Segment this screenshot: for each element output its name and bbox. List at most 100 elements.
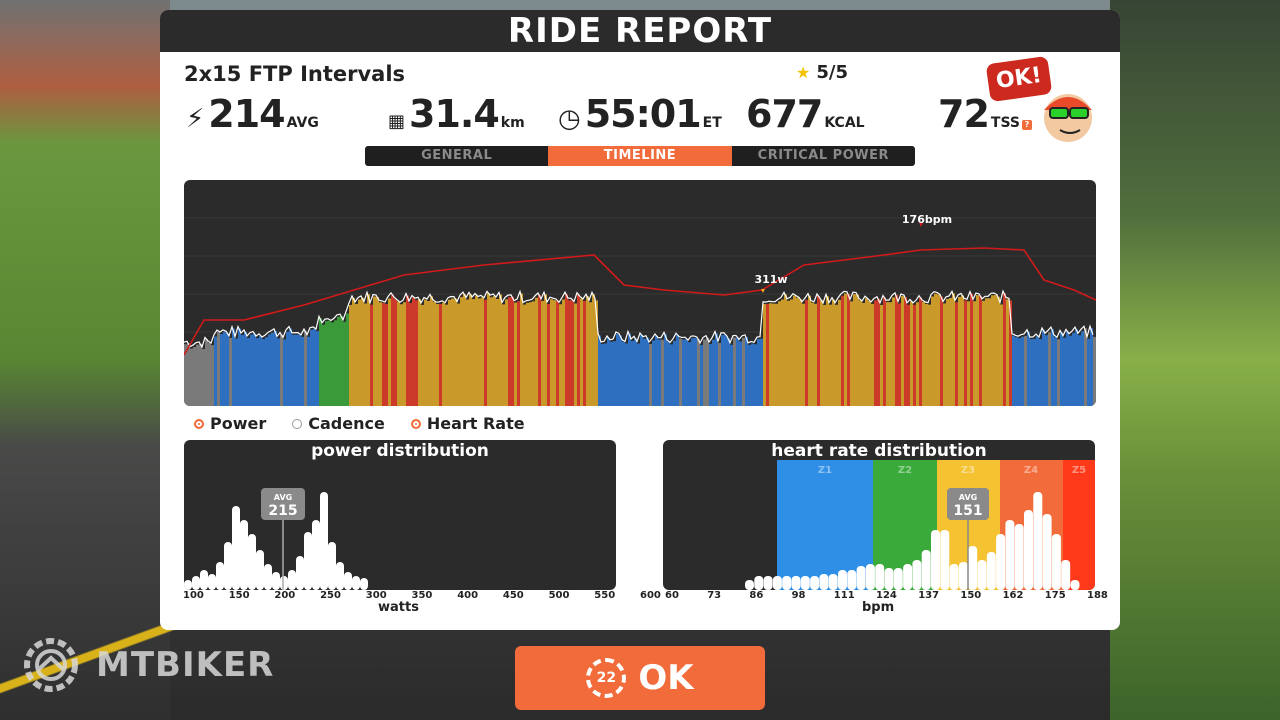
timeline-power-bar: [292, 334, 295, 406]
countdown-timer: 22: [586, 658, 627, 698]
timeline-power-bar: [1084, 328, 1087, 406]
power-tick-label: 600: [640, 590, 661, 601]
timeline-power-bar: [745, 336, 748, 406]
tss-help-icon[interactable]: ?: [1021, 120, 1032, 130]
zone-z3-label: Z3: [961, 465, 975, 476]
timeline-power-bar: [244, 331, 247, 406]
power-tick-label: 200: [274, 590, 296, 601]
stat-energy: 677 KCAL: [746, 92, 865, 136]
timeline-power-bar: [940, 296, 943, 406]
timeline-power-bar: [619, 335, 622, 406]
hr-tick-label: 124: [876, 590, 897, 601]
timeline-power-bar: [790, 299, 793, 406]
timeline-power-bar: [1060, 332, 1063, 406]
timeline-power-bar: [778, 301, 781, 406]
timeline-power-bar: [1057, 339, 1060, 406]
timeline-power-bar: [490, 297, 493, 406]
heart-rate-distribution-bar: [791, 576, 801, 590]
timeline-power-bar: [184, 344, 187, 406]
timeline-power-bar: [844, 293, 847, 406]
timeline-power-bar: [754, 344, 757, 406]
timeline-power-bar: [853, 294, 856, 406]
timeline-svg: 176bpm 311w: [184, 213, 1096, 406]
timeline-power-bar: [655, 335, 658, 406]
stat-tss: 72 TSS ?: [938, 92, 1032, 136]
timeline-power-bar: [271, 332, 274, 406]
timeline-power-bar: [316, 331, 319, 406]
heart-rate-distribution-bar: [1005, 520, 1015, 590]
time-value: 55:01: [584, 92, 702, 136]
tab-timeline[interactable]: TIMELINE: [548, 146, 732, 166]
power-tick-label: 350: [411, 590, 433, 601]
legend-power[interactable]: Power: [194, 414, 266, 433]
power-distribution-bar: [360, 578, 368, 590]
hr-tick-label: 86: [749, 590, 764, 601]
timeline-power-bar: [772, 303, 775, 406]
legend-cadence[interactable]: Cadence: [292, 414, 385, 433]
hr-tick-label: 150: [960, 590, 982, 601]
timeline-power-bar: [382, 302, 385, 406]
timeline-power-bar: [364, 303, 367, 406]
timeline-power-bar: [895, 294, 898, 406]
timeline-power-bar: [865, 298, 868, 406]
timeline-power-bar: [793, 295, 796, 406]
timeline-power-bar: [571, 300, 574, 406]
legend-heart-rate[interactable]: Heart Rate: [410, 414, 525, 433]
heart-rate-distribution-bar: [838, 570, 847, 590]
timeline-power-bar: [283, 339, 286, 406]
power-distribution-bar: [288, 570, 296, 590]
timeline-power-bar: [307, 336, 310, 406]
timeline-power-bar: [373, 296, 376, 406]
hr-tick-label: 137: [918, 590, 940, 601]
timeline-power-bar: [1012, 335, 1015, 406]
timeline-power-bar: [958, 296, 961, 406]
timeline-power-bar: [685, 339, 688, 406]
ok-button[interactable]: 22 OK: [515, 646, 765, 710]
heart-rate-distribution-bar: [1024, 510, 1033, 590]
timeline-power-bar: [1051, 329, 1054, 406]
timeline-power-bar: [805, 299, 808, 406]
timeline-power-bar: [463, 294, 466, 406]
timeline-power-bar: [922, 301, 925, 406]
timeline-power-bar: [598, 335, 601, 406]
timeline-power-bar: [985, 298, 988, 406]
timeline-power-bar: [187, 343, 190, 406]
heart-rate-distribution-bar: [931, 530, 940, 590]
timeline-power-bar: [610, 341, 613, 406]
power-tick-label: 300: [365, 590, 387, 601]
timeline-power-bar: [1018, 338, 1021, 406]
timeline-power-bar: [430, 296, 433, 406]
timeline-power-bar: [1030, 339, 1033, 406]
timeline-power-bar: [820, 300, 823, 406]
power-bolt-icon: ⚡: [186, 104, 205, 134]
timeline-power-bar: [607, 337, 610, 406]
legend-power-label: Power: [210, 414, 267, 433]
stat-power: ⚡ 214 AVG: [186, 92, 319, 136]
timeline-power-bar: [676, 335, 679, 406]
tab-general[interactable]: GENERAL: [421, 148, 493, 163]
radio-on-icon: [410, 418, 421, 429]
energy-unit: KCAL: [824, 115, 865, 131]
heart-rate-distribution-bar: [968, 546, 978, 590]
power-distribution-bar: [328, 542, 336, 590]
timeline-power-bar: [457, 303, 460, 406]
timeline-power-bar: [769, 303, 772, 406]
timeline-power-bar: [286, 331, 289, 406]
tab-critical-power[interactable]: CRITICAL POWER: [757, 148, 889, 163]
timeline-power-bar: [970, 293, 973, 406]
timeline-power-bar: [934, 293, 937, 406]
heart-rate-distribution-bar: [1033, 492, 1043, 590]
heart-rate-distribution-bar: [865, 564, 875, 590]
timeline-power-bar: [994, 294, 997, 406]
timeline-power-bar: [514, 302, 517, 406]
timeline-power-bar: [199, 343, 202, 406]
timeline-power-bar: [763, 303, 766, 406]
timeline-power-bar: [781, 299, 784, 406]
heart-rate-distribution-bar: [763, 576, 773, 590]
tss-value: 72: [938, 92, 990, 136]
timeline-power-bar: [358, 299, 361, 406]
power-peak-marker: [761, 289, 765, 293]
power-distribution-bar: [216, 562, 224, 590]
timeline-power-bar: [340, 316, 343, 406]
timeline-power-bar: [760, 338, 763, 406]
